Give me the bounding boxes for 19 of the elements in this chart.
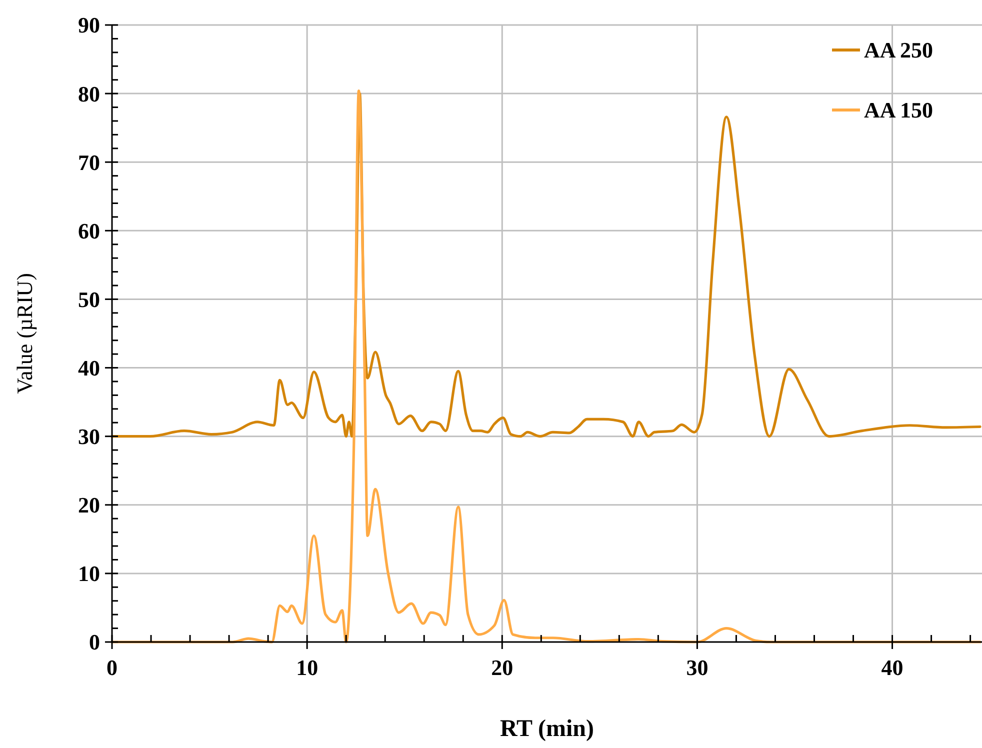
y-axis-title: Value (µRIU) <box>12 273 37 394</box>
y-tick-label: 30 <box>78 424 100 450</box>
x-tick-label: 10 <box>296 655 318 680</box>
y-tick-label: 0 <box>89 630 100 655</box>
x-axis-title: RT (min) <box>500 716 594 742</box>
y-tick-label: 70 <box>78 150 100 175</box>
y-tick-label: 40 <box>78 355 100 380</box>
y-tick-label: 90 <box>78 12 100 38</box>
legend-label: AA 250 <box>864 38 934 63</box>
y-tick-label: 50 <box>78 286 100 312</box>
legend-label: AA 150 <box>864 98 934 123</box>
x-tick-label: 20 <box>491 655 514 680</box>
x-tick-label: 30 <box>686 655 708 680</box>
x-tick-label: 40 <box>881 655 904 680</box>
y-tick-label: 10 <box>78 561 100 586</box>
y-tick-label: 20 <box>78 492 100 518</box>
y-tick-label: 80 <box>78 81 100 106</box>
x-tick-label: 0 <box>106 655 118 680</box>
y-tick-label: 60 <box>78 218 100 244</box>
